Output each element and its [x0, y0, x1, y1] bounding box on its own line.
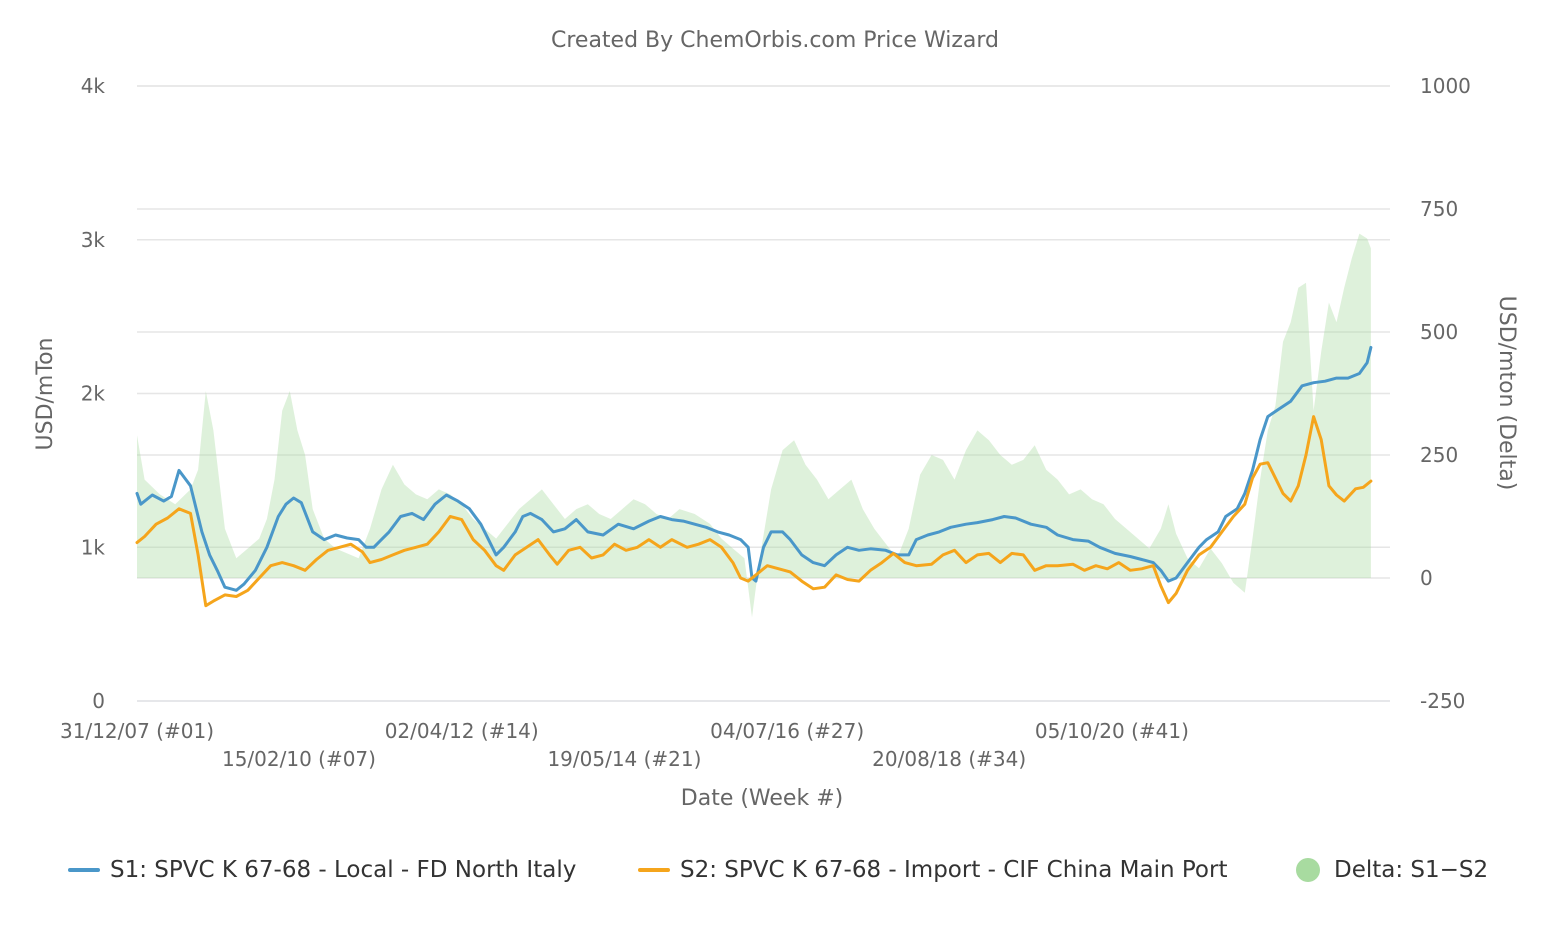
legend-item-s2[interactable]: S2: SPVC K 67-68 - Import - CIF China Ma… [638, 848, 1227, 892]
legend-swatch-delta [1296, 858, 1320, 882]
series-line-1 [135, 345, 1373, 592]
y-axis-title: USD/mTon [33, 338, 58, 451]
y2-axis-title: USD/mton (Delta) [1494, 296, 1519, 491]
right-grid [137, 85, 1390, 702]
x-tick-label: 20/08/18 (#34) [872, 747, 1026, 771]
legend-item-delta[interactable]: Delta: S1−S2 [1296, 848, 1488, 892]
legend-label-delta: Delta: S1−S2 [1334, 857, 1489, 883]
y2-tick-label: 750 [1420, 197, 1458, 221]
x-tick-label: 19/05/14 (#21) [547, 747, 701, 771]
x-axis-title: Date (Week #) [681, 786, 843, 811]
series-line-2 [135, 415, 1373, 608]
x-tick-label: 05/10/20 (#41) [1035, 719, 1189, 743]
y-tick-label: 0 [92, 689, 105, 713]
x-tick-label: 02/04/12 (#14) [385, 719, 539, 743]
legend-label-s1: S1: SPVC K 67-68 - Local - FD North Ital… [110, 857, 577, 883]
y2-tick-label: 0 [1420, 566, 1433, 590]
legend-swatch-s1 [68, 868, 100, 872]
y-tick-label: 4k [81, 74, 106, 98]
right-axis-ticks: -250 0 250 500 750 1000 [1420, 74, 1471, 713]
y2-tick-label: 500 [1420, 320, 1458, 344]
x-axis-ticks: 31/12/07 (#01) 15/02/10 (#07) 02/04/12 (#1… [60, 719, 1189, 771]
left-axis-ticks: 0 1k 2k 3k 4k [81, 74, 106, 713]
chart-title: Created By ChemOrbis.com Price Wizard [551, 28, 999, 53]
chart-legend: S1: SPVC K 67-68 - Local - FD North Ital… [0, 848, 1552, 892]
left-grid [137, 85, 1390, 702]
x-tick-label: 04/07/16 (#27) [710, 719, 864, 743]
y-tick-label: 1k [81, 535, 106, 559]
delta-area-series [137, 233, 1371, 618]
x-tick-label: 31/12/07 (#01) [60, 719, 214, 743]
legend-swatch-s2 [638, 868, 670, 872]
price-chart: Created By ChemOrbis.com Price Wizard 0 1… [33, 28, 1519, 811]
y2-tick-label: -250 [1420, 689, 1465, 713]
line-series [135, 345, 1373, 608]
y-tick-label: 2k [81, 382, 106, 406]
y-tick-label: 3k [81, 228, 106, 252]
delta-area [137, 233, 1371, 618]
x-tick-label: 15/02/10 (#07) [222, 747, 376, 771]
legend-item-s1[interactable]: S1: SPVC K 67-68 - Local - FD North Ital… [68, 848, 576, 892]
y2-tick-label: 250 [1420, 443, 1458, 467]
y2-tick-label: 1000 [1420, 74, 1471, 98]
legend-label-s2: S2: SPVC K 67-68 - Import - CIF China Ma… [680, 857, 1228, 883]
